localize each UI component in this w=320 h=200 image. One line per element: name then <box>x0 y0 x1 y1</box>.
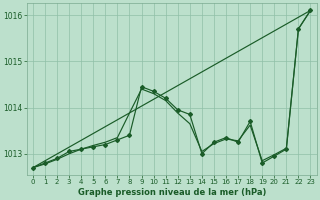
X-axis label: Graphe pression niveau de la mer (hPa): Graphe pression niveau de la mer (hPa) <box>77 188 266 197</box>
